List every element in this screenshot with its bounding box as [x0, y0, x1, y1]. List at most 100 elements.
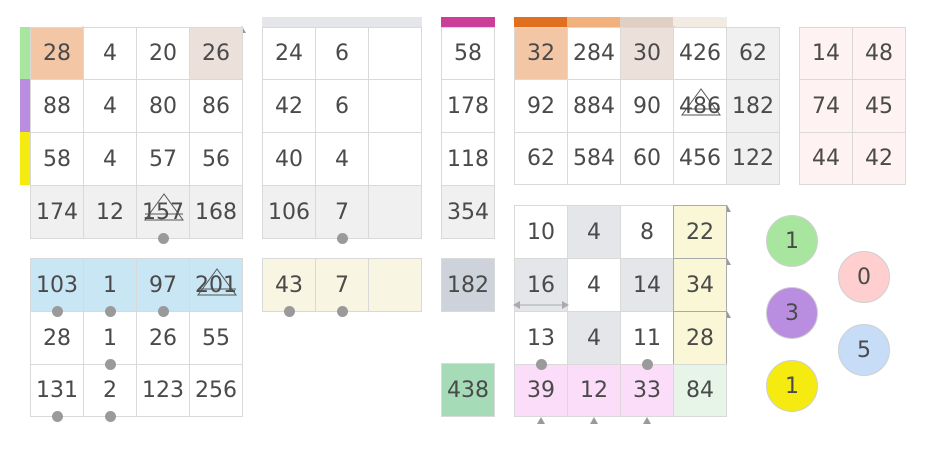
cell-value: 56 — [202, 146, 230, 172]
cell-value: 16 — [527, 272, 555, 298]
grid-b-cell[interactable]: 24 — [262, 27, 316, 80]
cell-value: 7 — [335, 272, 349, 298]
cell-value: 44 — [812, 146, 840, 171]
grid-a-cell[interactable]: 131 — [30, 364, 84, 422]
grid-d-cell[interactable]: 60 — [620, 132, 674, 185]
cell-value: 28 — [43, 325, 71, 351]
cell-value: 118 — [447, 146, 489, 172]
cell-value: 12 — [580, 378, 608, 403]
grid-a-cell[interactable]: 1 — [83, 311, 137, 370]
grid-d-cell[interactable]: 884 — [567, 79, 621, 133]
grid-d-cell[interactable]: 584 — [567, 132, 621, 185]
double-arrow-icon — [513, 301, 569, 309]
cell-value: 4 — [587, 272, 601, 298]
grid-d-cell[interactable]: 30 — [620, 27, 674, 80]
cell-value: 58 — [43, 146, 71, 172]
grid-a-cell[interactable]: 28 — [30, 27, 84, 80]
grid-e-cell[interactable]: 74 — [799, 79, 853, 133]
header-bar-orange — [514, 17, 568, 27]
grid-c-grand-total-cell: 438 — [441, 363, 495, 417]
grid-a-cell[interactable]: 4 — [83, 79, 137, 133]
grid-f-cell[interactable]: 14 — [620, 258, 674, 312]
grid-a-cell[interactable]: 123 — [136, 364, 190, 417]
grid-f-cell[interactable]: 11 — [620, 311, 674, 370]
grid-c-cell[interactable]: 178 — [441, 79, 495, 133]
grid-f-cell[interactable]: 4 — [567, 205, 621, 259]
cell-value: 6 — [335, 41, 349, 66]
grid-b-cell[interactable] — [368, 79, 422, 133]
grid-a-cell[interactable]: 88 — [30, 79, 84, 133]
grid-c-total-cell: 354 — [441, 185, 495, 239]
grid-a-cell[interactable]: 4 — [83, 27, 137, 80]
grid-a-cell[interactable]: 26 — [136, 311, 190, 365]
cell-value: 122 — [732, 146, 774, 171]
dot-marker — [51, 306, 63, 317]
grid-c-cell[interactable]: 58 — [441, 27, 495, 80]
cell-value: 12 — [96, 199, 124, 225]
grid-f-cell[interactable]: 13 — [514, 311, 568, 370]
grid-a-cell[interactable]: 58 — [30, 132, 84, 186]
grid-d-cell[interactable]: 456 — [673, 132, 727, 185]
grid-b-sum-cell: 43 — [262, 258, 316, 317]
grid-a-cell[interactable]: 4 — [83, 132, 137, 186]
header-bar-tan — [620, 17, 674, 27]
grid-e-cell[interactable]: 42 — [852, 132, 906, 185]
arrow-up-marker — [590, 417, 598, 424]
grid-f-cell[interactable]: 16 — [514, 258, 568, 312]
grid-b-cell[interactable] — [368, 27, 422, 80]
grid-f-cell[interactable]: 22 — [673, 205, 727, 259]
cell-value: 2 — [103, 378, 117, 403]
grid-a-cell[interactable]: 57 — [136, 132, 190, 186]
grid-a-cell[interactable]: 256 — [189, 364, 243, 417]
grid-b-cell[interactable]: 40 — [262, 132, 316, 186]
grid-e-cell[interactable]: 48 — [852, 27, 906, 80]
grid-e-cell[interactable]: 44 — [799, 132, 853, 185]
grid-b-cell[interactable]: 6 — [315, 27, 369, 80]
grid-a-cell[interactable]: 26 — [189, 27, 243, 80]
cell-value: 14 — [633, 272, 661, 298]
cell-value: 22 — [686, 219, 714, 245]
grid-d-cell[interactable]: 90 — [620, 79, 674, 133]
number-tile-green[interactable]: 1 — [766, 215, 818, 267]
grid-d-total-cell: 62 — [726, 27, 780, 80]
grid-a-cell[interactable]: 20 — [136, 27, 190, 80]
grid-f-cell[interactable]: 4 — [567, 311, 621, 365]
grid-d-cell[interactable]: 284 — [567, 27, 621, 80]
grid-a-cell[interactable]: 55 — [189, 311, 243, 365]
grid-b-cell[interactable] — [368, 132, 422, 186]
cell-value: 256 — [195, 378, 237, 403]
number-tile-purple[interactable]: 3 — [766, 287, 818, 339]
strip-yellow — [20, 132, 30, 185]
grid-d-cell[interactable]: 426 — [673, 27, 727, 80]
grid-e-cell[interactable]: 45 — [852, 79, 906, 133]
strip-purple — [20, 79, 30, 132]
grid-b-cell[interactable]: 4 — [315, 132, 369, 186]
tile-value: 3 — [785, 300, 799, 326]
grid-a-cell[interactable]: 80 — [136, 79, 190, 133]
cell-value: 45 — [865, 93, 893, 119]
dot-marker — [104, 411, 116, 422]
cell-value: 284 — [573, 41, 615, 66]
grid-d-cell[interactable]: 486 — [673, 79, 727, 133]
grid-f-cell[interactable]: 28 — [673, 311, 727, 365]
grid-a-cell[interactable]: 28 — [30, 311, 84, 365]
number-tile-pink[interactable]: 0 — [838, 251, 890, 303]
grid-c-cell[interactable]: 118 — [441, 132, 495, 186]
grid-d-cell[interactable]: 92 — [514, 79, 568, 133]
grid-a-sum-cell: 201 — [189, 258, 243, 312]
grid-e-cell[interactable]: 14 — [799, 27, 853, 80]
grid-a-cell[interactable]: 2 — [83, 364, 137, 422]
grid-f-cell[interactable]: 4 — [567, 258, 621, 312]
grid-d-cell[interactable]: 32 — [514, 27, 568, 80]
grid-f-cell[interactable]: 34 — [673, 258, 727, 312]
grid-b-cell[interactable]: 42 — [262, 79, 316, 133]
grid-a-cell[interactable]: 56 — [189, 132, 243, 186]
grid-b-cell[interactable]: 6 — [315, 79, 369, 133]
grid-f-cell[interactable]: 10 — [514, 205, 568, 259]
grid-d-cell[interactable]: 62 — [514, 132, 568, 185]
grid-a-cell[interactable]: 86 — [189, 79, 243, 133]
grid-f-cell[interactable]: 8 — [620, 205, 674, 259]
number-tile-blue[interactable]: 5 — [838, 324, 890, 376]
triangle-icon — [681, 88, 721, 116]
number-tile-yellow[interactable]: 1 — [766, 360, 818, 412]
